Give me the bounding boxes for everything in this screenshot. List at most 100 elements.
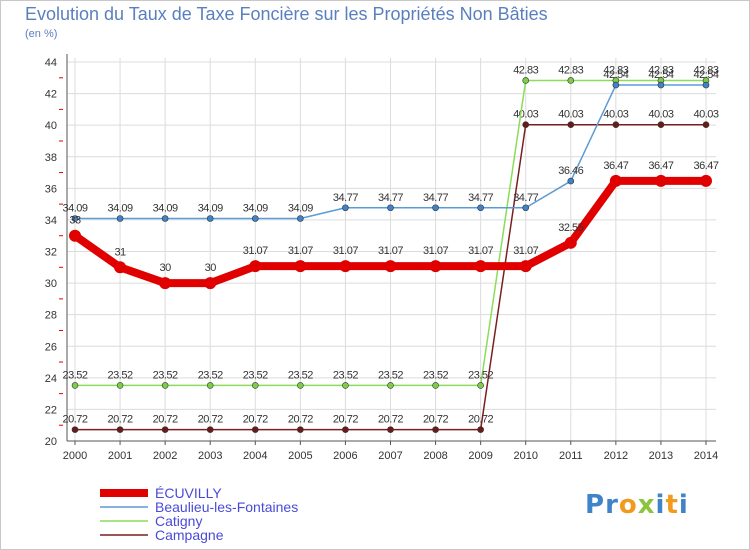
y-tick-label: 40	[45, 120, 57, 132]
x-tick-label: 2000	[63, 450, 87, 462]
chart-title: Evolution du Taux de Taxe Foncière sur l…	[25, 4, 548, 24]
data-label: 23.52	[62, 369, 87, 381]
x-tick-label: 2014	[694, 450, 718, 462]
data-label: 40.03	[693, 109, 718, 121]
data-label: 40.03	[603, 109, 628, 121]
grid-lines	[67, 58, 716, 442]
data-label: 20.72	[153, 414, 178, 426]
data-point	[522, 204, 530, 212]
data-point	[432, 426, 439, 433]
data-label: 31.07	[243, 245, 268, 257]
data-point	[249, 260, 262, 273]
data-point	[477, 204, 484, 212]
data-label: 33	[69, 215, 81, 227]
data-label: 40.03	[513, 109, 538, 121]
data-point	[159, 277, 172, 290]
data-point	[384, 260, 397, 273]
data-point	[251, 215, 259, 222]
x-tick-label: 2005	[288, 450, 312, 462]
data-label: 31.07	[288, 245, 313, 257]
data-label: 20.72	[423, 414, 448, 426]
data-point	[342, 382, 349, 389]
data-point	[657, 121, 665, 128]
x-tick-label: 2006	[333, 450, 357, 462]
data-point	[161, 382, 169, 389]
data-point	[206, 426, 214, 433]
y-tick-label: 42	[45, 89, 57, 101]
data-label: 34.09	[243, 202, 268, 214]
data-point	[522, 77, 530, 84]
data-point	[477, 382, 484, 389]
data-label: 42.83	[693, 64, 718, 76]
y-tick-label: 28	[45, 310, 57, 322]
x-tick-label: 2012	[604, 450, 628, 462]
data-label: 23.52	[333, 369, 358, 381]
data-label: 20.72	[108, 414, 133, 426]
data-label: 34.09	[198, 202, 223, 214]
data-point	[612, 121, 620, 128]
data-label: 23.52	[198, 369, 223, 381]
data-label: 34.77	[333, 192, 358, 204]
data-point	[206, 382, 214, 389]
data-point	[700, 174, 712, 187]
data-label: 42.83	[513, 64, 538, 76]
data-point	[702, 81, 710, 89]
data-label: 31.07	[378, 245, 403, 257]
data-point	[612, 81, 620, 89]
data-point	[609, 174, 622, 187]
data-label: 42.54	[648, 69, 673, 81]
data-label: 34.77	[513, 192, 538, 204]
legend-label: Campagne	[155, 527, 224, 543]
x-tick-label: 2011	[559, 450, 583, 462]
x-tick-label: 2004	[243, 450, 267, 462]
x-tick-label: 2013	[649, 450, 673, 462]
y-tick-label: 38	[45, 152, 57, 164]
data-label: 34.77	[378, 192, 403, 204]
data-point	[567, 77, 575, 84]
legend: ÉCUVILLYBeaulieu-les-FontainesCatignyCam…	[100, 485, 298, 543]
data-point	[297, 426, 304, 433]
data-point	[206, 215, 214, 222]
data-point	[702, 121, 710, 128]
series-beaulieu-les-fontaines: 34.09 34.09 34.09 34.09 34.09 34.09 34.77 34.77…	[62, 69, 719, 222]
data-point	[294, 260, 307, 273]
series-layer: 20.72 20.72 20.72 20.72 20.72 20.72 20.72 20.72…	[62, 64, 719, 433]
data-label: 20.72	[333, 414, 358, 426]
data-label: 42.83	[648, 64, 673, 76]
axes: 20 22 24 26 28 30 32 34 36 38 40 42 44 2000 2001 2002 20…	[45, 54, 718, 462]
data-label: 31	[114, 246, 126, 258]
data-point	[654, 174, 667, 187]
data-label: 23.52	[243, 369, 268, 381]
data-point	[567, 177, 575, 185]
data-label: 23.52	[108, 369, 133, 381]
data-point	[71, 426, 79, 433]
data-label: 42.54	[693, 69, 718, 81]
y-tick-label: 36	[45, 183, 57, 195]
x-tick-label: 2009	[468, 450, 492, 462]
data-point	[161, 215, 169, 222]
data-label: 20.72	[243, 414, 268, 426]
data-point	[342, 426, 349, 433]
y-tick-label: 24	[45, 373, 57, 385]
data-point	[297, 215, 304, 222]
data-label: 31.07	[513, 245, 538, 257]
x-tick-label: 2002	[153, 450, 177, 462]
data-point	[116, 382, 124, 389]
data-point	[432, 382, 439, 389]
data-label: 23.52	[468, 369, 493, 381]
data-label: 20.72	[468, 414, 493, 426]
data-label: 36.47	[648, 160, 673, 172]
data-label: 34.77	[468, 192, 493, 204]
data-label: 42.83	[603, 64, 628, 76]
y-tick-label: 26	[45, 341, 57, 353]
x-tick-label: 2001	[108, 450, 132, 462]
data-point	[564, 236, 577, 249]
y-tick-label: 30	[45, 278, 57, 290]
data-point	[342, 204, 349, 212]
data-label: 32.55	[558, 222, 583, 234]
y-tick-label: 32	[45, 247, 57, 259]
series-catigny: 23.52 23.52 23.52 23.52 23.52 23.52 23.52 23.52…	[62, 64, 719, 389]
data-label: 42.54	[603, 69, 628, 81]
x-tick-label: 2003	[198, 450, 222, 462]
